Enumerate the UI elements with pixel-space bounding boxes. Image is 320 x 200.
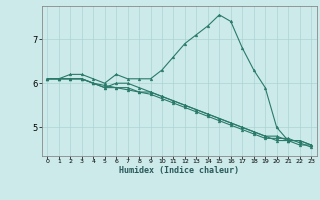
X-axis label: Humidex (Indice chaleur): Humidex (Indice chaleur) xyxy=(119,166,239,175)
